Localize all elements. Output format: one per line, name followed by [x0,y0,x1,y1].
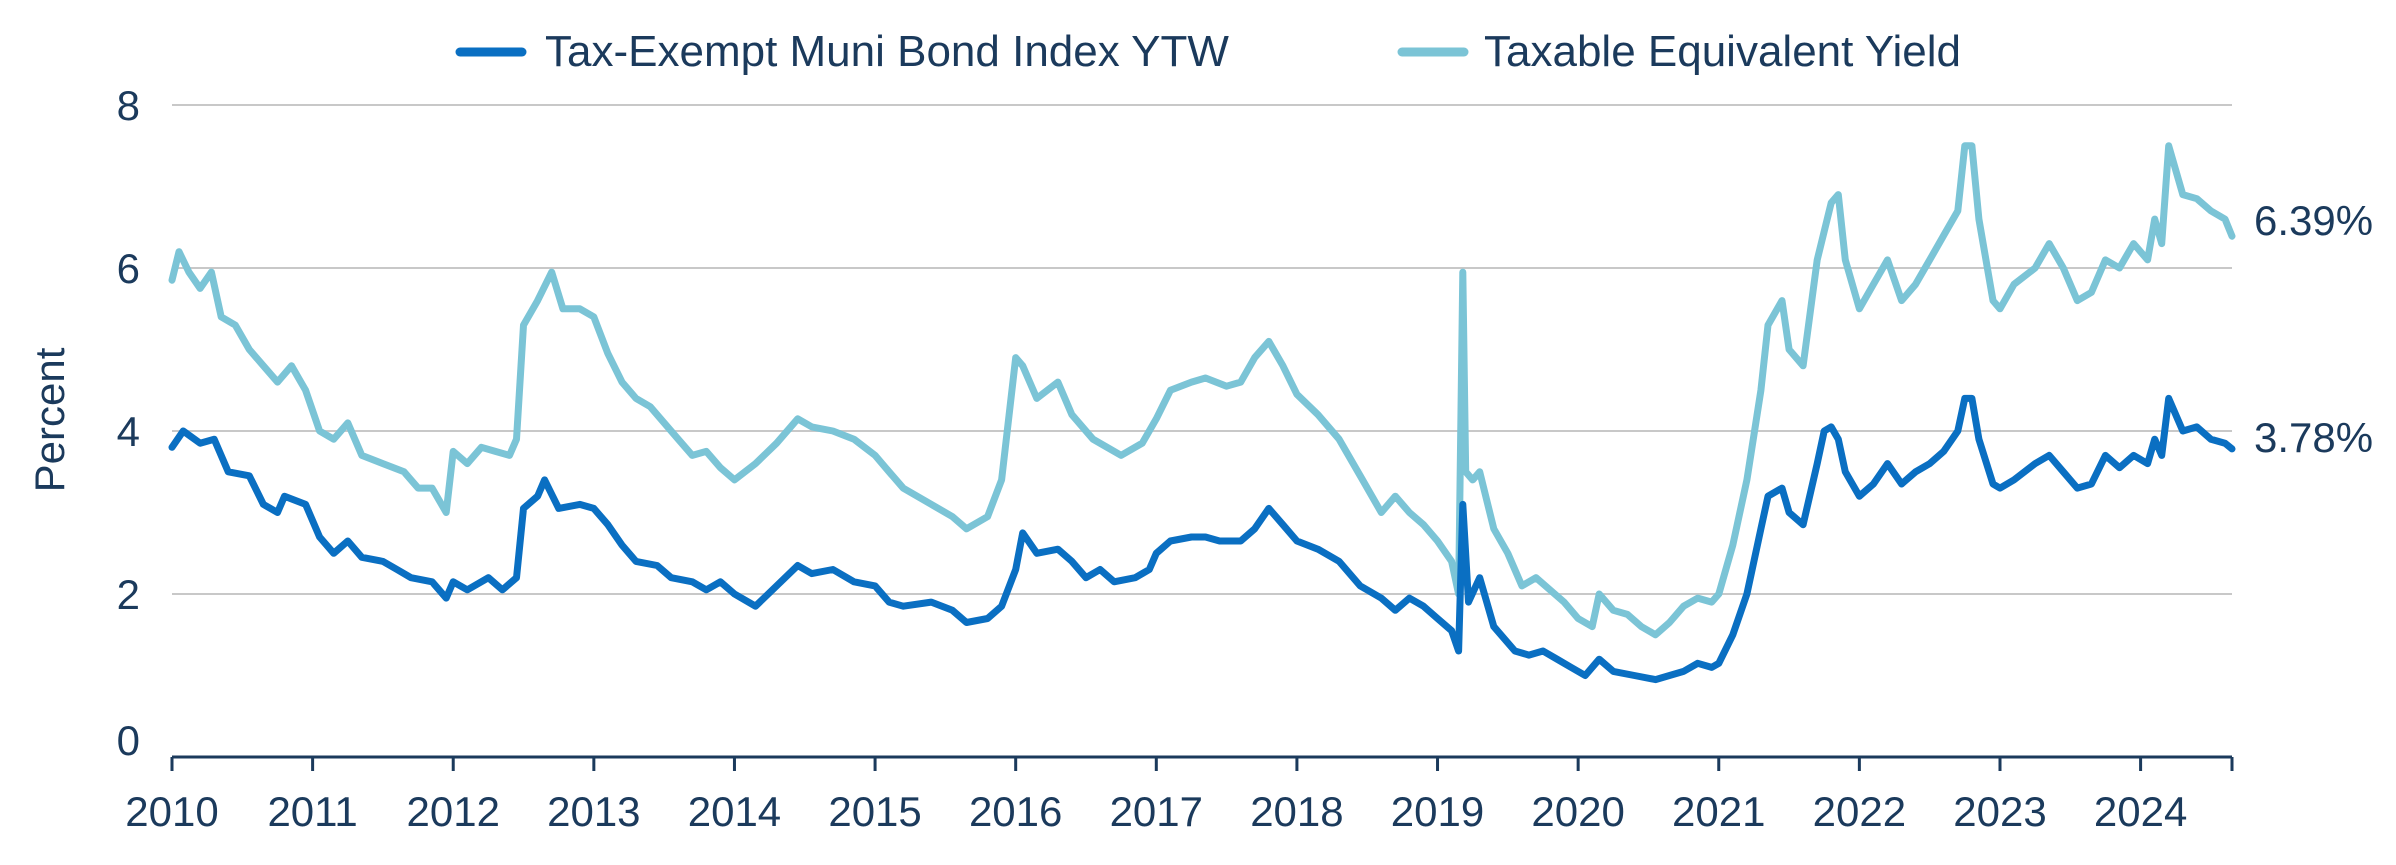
series-line-taxable-equivalent [168,142,2236,639]
gridlines [172,104,2232,595]
end-label-taxable-equivalent: 6.39% [2254,197,2373,244]
x-tick-label: 2022 [1813,788,1906,835]
x-axis: 2010 2011 2012 2013 2014 2015 2016 2017 2018 2019… [125,755,2234,835]
series-line-muni [168,394,2236,684]
y-tick-label: 4 [117,408,140,455]
x-tick-label: 2023 [1953,788,2046,835]
x-tick-label: 2011 [267,788,357,835]
x-tick-label: 2016 [969,788,1062,835]
x-tick-label: 2019 [1391,788,1484,835]
end-label-muni: 3.78% [2254,414,2373,461]
x-tick-label: 2013 [547,788,640,835]
chart-legend: Tax-Exempt Muni Bond Index YTW Taxable E… [455,27,1961,76]
x-tick-label: 2014 [688,788,781,835]
x-tick-label: 2024 [2094,788,2187,835]
y-tick-label: 0 [117,717,140,764]
x-tick-label: 2017 [1110,788,1203,835]
x-tick-label: 2021 [1672,788,1765,835]
y-tick-label: 6 [117,245,140,292]
x-tick-label: 2020 [1531,788,1624,835]
legend-label-muni: Tax-Exempt Muni Bond Index YTW [545,27,1229,76]
x-tick-label: 2018 [1250,788,1343,835]
legend-label-taxable-equivalent: Taxable Equivalent Yield [1484,27,1961,76]
x-tick-label: 2010 [125,788,218,835]
x-tick-label: 2015 [828,788,921,835]
x-tick-label: 2012 [407,788,500,835]
y-tick-label: 2 [117,571,140,618]
series-lines [168,142,2236,684]
y-axis-ticks: 0 2 4 6 8 [117,82,140,764]
y-tick-label: 8 [117,82,140,129]
y-axis-title: Percent [26,347,73,492]
